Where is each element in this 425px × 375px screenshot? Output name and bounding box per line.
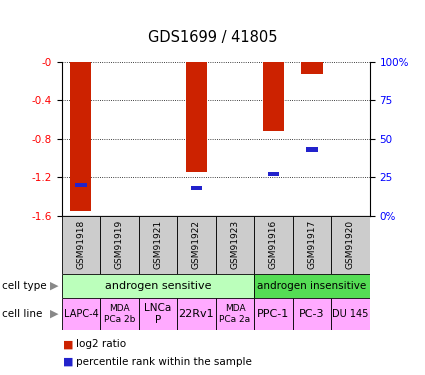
- Bar: [215, 216, 254, 274]
- Text: androgen insensitive: androgen insensitive: [258, 281, 367, 291]
- Bar: [190, 186, 202, 190]
- Text: LAPC-4: LAPC-4: [63, 309, 98, 319]
- Text: cell line: cell line: [2, 309, 42, 319]
- Text: GDS1699 / 41805: GDS1699 / 41805: [148, 30, 277, 45]
- Text: GSM91920: GSM91920: [346, 220, 355, 269]
- Text: GSM91922: GSM91922: [192, 220, 201, 269]
- Bar: [70, 62, 91, 211]
- Bar: [100, 298, 139, 330]
- Text: GSM91919: GSM91919: [115, 220, 124, 269]
- Bar: [139, 216, 177, 274]
- Text: GSM91918: GSM91918: [76, 220, 85, 269]
- Text: androgen sensitive: androgen sensitive: [105, 281, 211, 291]
- Bar: [177, 216, 215, 274]
- Bar: [301, 62, 323, 74]
- Text: ■: ■: [63, 357, 74, 367]
- Bar: [293, 216, 331, 274]
- Text: LNCa
P: LNCa P: [144, 303, 172, 325]
- Bar: [139, 298, 177, 330]
- Bar: [254, 216, 293, 274]
- Text: cell type: cell type: [2, 281, 47, 291]
- Bar: [254, 274, 370, 298]
- Text: percentile rank within the sample: percentile rank within the sample: [76, 357, 252, 367]
- Text: MDA
PCa 2a: MDA PCa 2a: [219, 304, 250, 324]
- Bar: [293, 298, 331, 330]
- Text: PC-3: PC-3: [299, 309, 325, 319]
- Text: ▶: ▶: [50, 309, 59, 319]
- Bar: [263, 62, 284, 131]
- Bar: [100, 216, 139, 274]
- Text: GSM91921: GSM91921: [153, 220, 162, 269]
- Text: 22Rv1: 22Rv1: [178, 309, 214, 319]
- Bar: [62, 216, 100, 274]
- Bar: [177, 298, 215, 330]
- Bar: [62, 274, 254, 298]
- Bar: [268, 172, 279, 176]
- Text: ▶: ▶: [50, 281, 59, 291]
- Bar: [331, 298, 370, 330]
- Text: ■: ■: [63, 339, 74, 349]
- Text: GSM91923: GSM91923: [230, 220, 239, 269]
- Bar: [62, 298, 100, 330]
- Text: MDA
PCa 2b: MDA PCa 2b: [104, 304, 135, 324]
- Bar: [75, 183, 87, 187]
- Bar: [215, 298, 254, 330]
- Text: DU 145: DU 145: [332, 309, 368, 319]
- Bar: [254, 298, 293, 330]
- Text: GSM91917: GSM91917: [307, 220, 317, 269]
- Text: GSM91916: GSM91916: [269, 220, 278, 269]
- Text: PPC-1: PPC-1: [257, 309, 289, 319]
- Text: log2 ratio: log2 ratio: [76, 339, 126, 349]
- Bar: [186, 62, 207, 172]
- Bar: [306, 147, 318, 152]
- Bar: [331, 216, 370, 274]
